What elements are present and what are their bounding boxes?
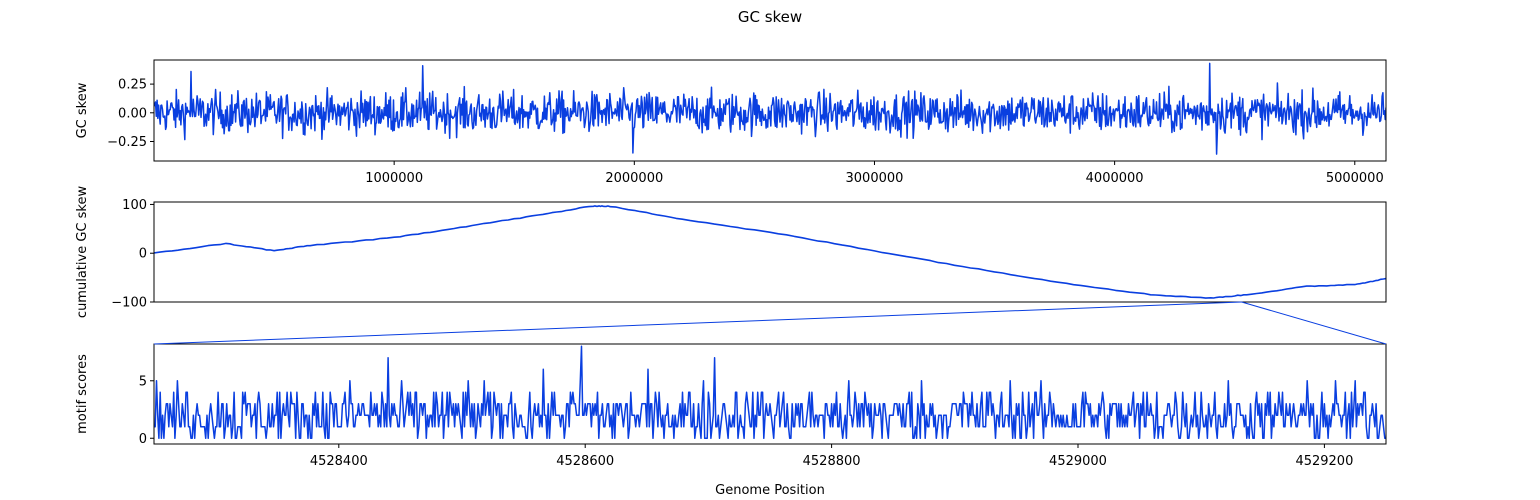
x-tick-label: 4000000: [1086, 171, 1144, 186]
x-tick-label: 3000000: [846, 171, 904, 186]
y-tick-label: 0.00: [118, 106, 147, 121]
series-line-1: [154, 62, 1386, 155]
y-tick-label: 5: [139, 374, 147, 389]
y-axis-label-2: cumulative GC skew: [75, 186, 90, 319]
x-tick-label: 1000000: [365, 171, 423, 186]
y-tick-label: 0: [139, 247, 147, 262]
x-tick-label: 4528400: [310, 454, 368, 469]
x-tick-label: 4529000: [1049, 454, 1107, 469]
figure-title: GC skew: [738, 8, 802, 26]
zoom-line-left: [153, 301, 1242, 345]
x-tick-label: 2000000: [605, 171, 663, 186]
y-axis-label-1: GC skew: [75, 82, 90, 138]
series-line-3: [154, 345, 1386, 440]
x-tick-label: 5000000: [1326, 171, 1384, 186]
y-tick-label: 0: [139, 432, 147, 447]
panel-2: −100 0 100 cumulative GC skew: [75, 186, 1387, 319]
x-tick-label: 4528600: [556, 454, 614, 469]
y-tick-label: −0.25: [107, 135, 147, 150]
axes-frame-1: [153, 59, 1387, 162]
zoom-connector: [153, 301, 1387, 345]
panels: −0.25 0.00 0.25 1000000 2000000 3000000 400000…: [75, 59, 1387, 469]
zoom-line-right: [1241, 301, 1387, 345]
axes-frame-2: [153, 201, 1387, 303]
y-tick-label: 0.25: [118, 78, 147, 93]
panel-1: −0.25 0.00 0.25 1000000 2000000 3000000 400000…: [75, 59, 1387, 186]
x-tick-label: 4528800: [803, 454, 861, 469]
y-tick-label: −100: [111, 296, 147, 311]
axes-frame-3: [153, 343, 1387, 445]
x-tick-label: 4529200: [1295, 454, 1353, 469]
y-axis-label-3: motif scores: [75, 354, 90, 434]
panel-3: 0 5 4528400 4528600 4528800 4529000 4529200 mot…: [75, 343, 1387, 469]
y-tick-label: 100: [122, 198, 147, 213]
x-axis-label: Genome Position: [715, 483, 825, 498]
series-line-2: [154, 205, 1386, 299]
